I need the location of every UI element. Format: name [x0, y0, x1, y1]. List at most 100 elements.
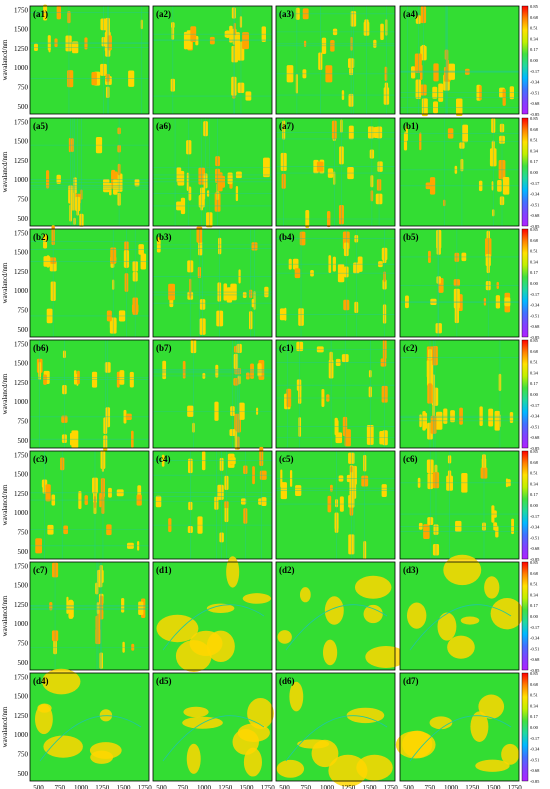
- panel-frame: [399, 228, 520, 338]
- colorbar-tick-label: -0.17: [530, 292, 540, 297]
- colorbar-tick-label: 0.34: [530, 481, 539, 486]
- panel-label: (b7): [156, 343, 172, 353]
- colorbar-tick-label: -0.51: [530, 202, 539, 207]
- heatmap-blob: [324, 596, 344, 625]
- panels-group: (a1) (a2) (a3) (a4) (a5) (a6) (a7) (b1) (b2) (b3)…: [29, 4, 524, 787]
- heatmap-blob: [242, 593, 272, 604]
- y-tick-label: 500: [18, 215, 29, 223]
- colorbar-tick-label: 0.68: [530, 349, 539, 354]
- heatmap-panel-b1: (b1): [399, 117, 520, 227]
- panel-frame: [29, 561, 150, 671]
- x-tick-label: 1500: [487, 784, 502, 789]
- heatmap-blob: [437, 612, 457, 641]
- colorbar: [521, 5, 529, 115]
- heatmap-panel-c2: (c2): [399, 339, 520, 449]
- colorbar-tick-label: 0.85: [530, 449, 539, 454]
- panel-label: (d2): [279, 565, 295, 575]
- heatmap-panel-a6: (a6): [152, 117, 273, 228]
- heatmap-blob: [243, 747, 262, 777]
- heatmap-blob: [277, 630, 292, 644]
- heatmap-blob: [322, 639, 338, 666]
- colorbar-tick-label: -0.17: [530, 625, 540, 630]
- heatmap-panel-d6: (d6): [275, 672, 396, 787]
- y-tick-label: 1750: [14, 6, 29, 14]
- colorbar-tick-label: 0.34: [530, 259, 539, 264]
- heatmap-panel-b4: (b4): [275, 228, 396, 338]
- colorbar: [521, 672, 529, 782]
- y-axis-label: wavalancd/nm: [1, 151, 9, 192]
- colorbar-tick-label: 0.00: [530, 725, 539, 730]
- panel-frame: [152, 339, 273, 449]
- colorbar-tick-label: 0.17: [530, 714, 539, 719]
- colorbar-tick-label: 0.17: [530, 159, 539, 164]
- panel-frame: [29, 672, 150, 782]
- x-tick-label: 1500: [240, 784, 255, 789]
- colorbar-tick-label: -0.34: [530, 747, 540, 752]
- heatmap-contour-line: [285, 715, 388, 762]
- y-tick-label: 1500: [14, 249, 29, 257]
- panel-background: [153, 451, 272, 559]
- panel-label: (d5): [156, 676, 172, 686]
- panel-background: [276, 229, 395, 337]
- heatmap-panel-c7: (c7): [29, 561, 150, 671]
- panel-frame: [399, 672, 520, 782]
- colorbar-tick-label: -0.68: [530, 324, 540, 329]
- heatmap-panel-c3: (c3): [29, 450, 150, 560]
- colorbar-tick-label: -0.17: [530, 736, 540, 741]
- heatmap-blob: [354, 575, 392, 599]
- x-tick-label: 1500: [117, 784, 132, 789]
- panel-frame: [152, 450, 273, 560]
- y-tick-label: 1250: [14, 157, 29, 165]
- colorbar-tick-label: 0.51: [530, 582, 538, 587]
- heatmap-panel-b3: (b3): [152, 226, 273, 338]
- y-tick-label: 1500: [14, 582, 29, 590]
- heatmap-contour-line: [39, 715, 142, 762]
- heatmap-blob: [276, 759, 305, 778]
- x-tick-label: 750: [425, 784, 436, 789]
- heatmap-contour-line: [409, 604, 512, 651]
- colorbar-tick-label: 0.17: [530, 603, 539, 608]
- panel-label: (d4): [33, 676, 49, 686]
- y-tick-label: 1250: [14, 379, 29, 387]
- colorbar-tick-label: -0.85: [530, 446, 540, 451]
- heatmap-blob: [363, 604, 383, 624]
- x-tick-label: 1750: [138, 784, 153, 789]
- y-tick-label: 1750: [14, 562, 29, 570]
- colorbar-tick-label: -0.85: [530, 779, 540, 784]
- colorbar-tick-label: 0.51: [530, 693, 538, 698]
- heatmap-panel-d1: (d1): [152, 556, 273, 672]
- colorbar-tick-label: 0.68: [530, 127, 539, 132]
- heatmap-panel-c5: (c5): [275, 450, 396, 560]
- panel-label: (c4): [156, 454, 171, 464]
- colorbar-tick-label: -0.68: [530, 213, 540, 218]
- y-tick-label: 1000: [14, 731, 29, 739]
- y-tick-label: 1500: [14, 138, 29, 146]
- y-tick-label: 500: [18, 326, 29, 334]
- y-tick-label: 1250: [14, 712, 29, 720]
- colorbar-tick-label: 0.85: [530, 4, 539, 9]
- panel-label: (c1): [279, 343, 294, 353]
- y-tick-label: 1750: [14, 118, 29, 126]
- colorbar-tick-label: -0.17: [530, 403, 540, 408]
- colorbar-tick-label: 0.00: [530, 58, 539, 63]
- y-tick-label: 1250: [14, 45, 29, 53]
- x-tick-label: 1250: [465, 784, 480, 789]
- x-tick-label: 750: [178, 784, 189, 789]
- colorbar-tick-label: 0.17: [530, 492, 539, 497]
- y-tick-label: 1000: [14, 64, 29, 72]
- heatmap-blob: [237, 723, 270, 742]
- y-tick-label: 1500: [14, 26, 29, 34]
- y-axis-label: wavalancd/nm: [1, 706, 9, 747]
- panel-background: [30, 451, 149, 559]
- panel-label: (b3): [156, 232, 172, 242]
- heatmap-blob: [447, 635, 475, 659]
- colorbar-tick-label: -0.68: [530, 657, 540, 662]
- panel-label: (c2): [403, 343, 418, 353]
- heatmap-blob: [89, 742, 122, 759]
- panel-label: (a3): [279, 9, 294, 19]
- x-tick-label: 750: [301, 784, 312, 789]
- heatmap-panel-a1: (a1): [29, 4, 150, 115]
- y-tick-label: 750: [18, 418, 29, 426]
- colorbar-tick-label: -0.85: [530, 668, 540, 673]
- y-tick-label: 750: [18, 640, 29, 648]
